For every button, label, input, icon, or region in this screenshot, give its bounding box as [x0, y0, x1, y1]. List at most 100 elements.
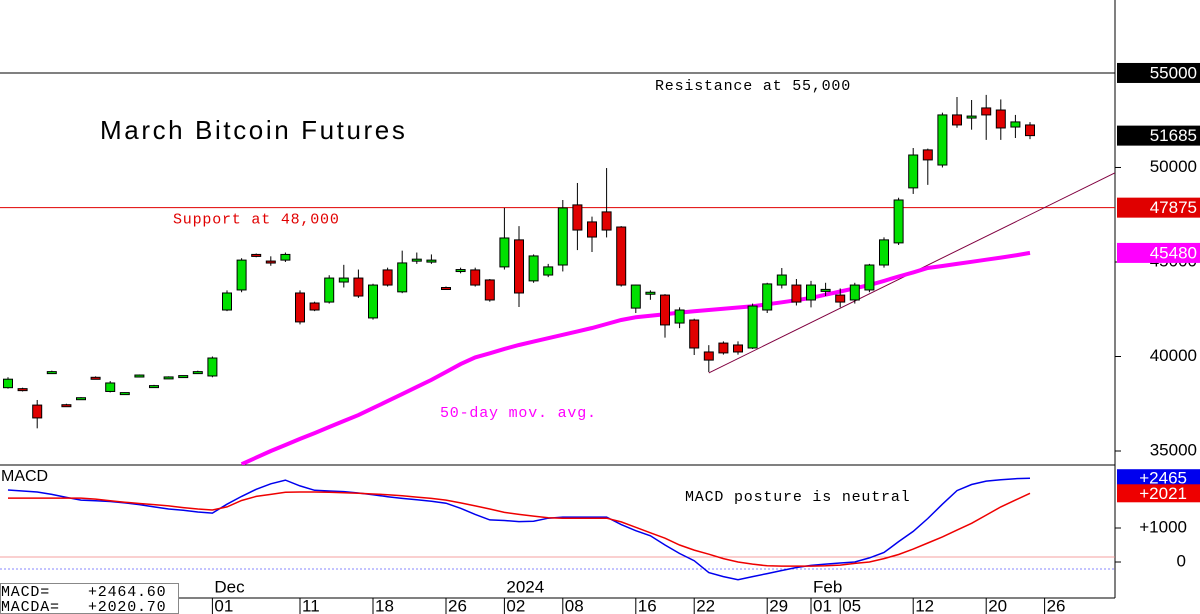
price-marker: [1117, 62, 1200, 83]
candle-body: [251, 253, 262, 257]
candle-body: [499, 237, 510, 268]
x-tick-label: 01: [813, 596, 832, 614]
candle-body: [324, 277, 335, 303]
chart-title: March Bitcoin Futures: [100, 115, 407, 145]
candle-body: [368, 284, 378, 319]
x-tick-label: 26: [1047, 596, 1066, 614]
candle-body: [32, 404, 43, 419]
readout-label: MACDA=: [1, 599, 60, 614]
price-marker: [1117, 125, 1200, 146]
candle-body: [557, 207, 568, 266]
candle-body: [46, 371, 57, 375]
candle-body: [265, 260, 276, 264]
candle-body: [952, 114, 962, 126]
x-tick-label: 22: [696, 596, 715, 614]
x-tick-label: 05: [842, 596, 861, 614]
candle-body: [689, 319, 700, 349]
candle-body: [703, 351, 714, 361]
candle-body: [864, 264, 875, 291]
macd-line: [7, 477, 1031, 581]
annotation: Resistance at 55,000: [655, 78, 851, 95]
x-tick-label: 29: [769, 596, 788, 614]
candle-body: [61, 404, 72, 408]
candle-body: [893, 199, 904, 244]
candle-body: [426, 259, 437, 263]
candle-body: [207, 357, 218, 377]
candle-body: [309, 302, 320, 311]
candle-body: [17, 388, 28, 392]
candle-body: [776, 274, 787, 286]
candle-body: [514, 239, 524, 294]
candle-body: [543, 266, 554, 276]
candle-body: [718, 342, 729, 354]
macd-marker-label: +2465: [1139, 469, 1187, 488]
candle-body: [441, 287, 451, 291]
candle-body: [660, 294, 670, 326]
macd-line: [8, 491, 1031, 567]
panel-title: MACD: [1, 468, 48, 485]
candle-body: [733, 344, 743, 353]
readout-label: MACD=: [1, 584, 50, 601]
candle-body: [849, 284, 860, 301]
ma-label: 50-day mov. avg.: [440, 405, 597, 422]
macd-marker-label: +2021: [1139, 484, 1187, 503]
candle-body: [747, 305, 758, 349]
candle-body: [528, 255, 539, 282]
candle-body: [981, 107, 992, 116]
candle-body: [76, 397, 86, 401]
x-tick-label: 26: [448, 596, 467, 614]
candle-body: [149, 385, 159, 389]
month-label: Feb: [813, 577, 842, 596]
macd-marker: [1117, 469, 1200, 488]
candle-body: [353, 277, 364, 297]
moving-average: [240, 250, 1031, 465]
candle-body: [1010, 121, 1021, 128]
price-marker-label: 51685: [1150, 126, 1197, 145]
price-marker: [1117, 242, 1200, 263]
candle-body: [966, 115, 977, 119]
x-tick-label: 02: [506, 596, 525, 614]
y-tick-label: 0: [1177, 551, 1186, 570]
candle-body: [236, 259, 247, 291]
price-marker-label: 47875: [1150, 198, 1197, 217]
candle-body: [134, 374, 145, 378]
candle-body: [835, 294, 846, 303]
x-tick-label: 18: [375, 596, 394, 614]
candle-body: [1025, 124, 1035, 137]
annotation: Support at 48,000: [173, 212, 340, 229]
price-marker-label: 55000: [1150, 63, 1197, 82]
x-tick-label: 11: [302, 596, 320, 614]
x-tick-label: 01: [214, 596, 233, 614]
candle-body: [879, 239, 889, 266]
candle-body: [338, 277, 349, 283]
candle-body: [192, 371, 203, 375]
readout-value: +2464.60: [88, 584, 166, 601]
candle-body: [484, 279, 495, 301]
candle-body: [601, 211, 612, 231]
candle-body: [630, 284, 641, 309]
candle-body: [908, 154, 919, 189]
candle-body: [105, 382, 116, 392]
candle-body: [587, 221, 597, 238]
y-tick-label: 40000: [1150, 346, 1197, 365]
month-label: Dec: [214, 577, 245, 596]
y-tick-label: +1000: [1139, 517, 1187, 536]
candle-body: [455, 269, 466, 273]
macd-marker: [1117, 484, 1200, 503]
price-marker: [1117, 197, 1200, 218]
candle-body: [791, 284, 802, 303]
candle-body: [820, 288, 831, 292]
candle-body: [470, 269, 481, 286]
annotation: MACD posture is neutral: [685, 489, 910, 506]
candle-body: [222, 292, 232, 311]
candle-body: [397, 262, 408, 293]
candle-body: [995, 109, 1006, 129]
x-tick-label: 16: [638, 596, 657, 614]
candle-body: [922, 149, 933, 161]
candle-body: [280, 253, 291, 261]
x-tick-label: 08: [565, 596, 584, 614]
candle-body: [645, 291, 656, 295]
candle-body: [937, 114, 948, 166]
y-tick-label: 50000: [1150, 157, 1197, 176]
